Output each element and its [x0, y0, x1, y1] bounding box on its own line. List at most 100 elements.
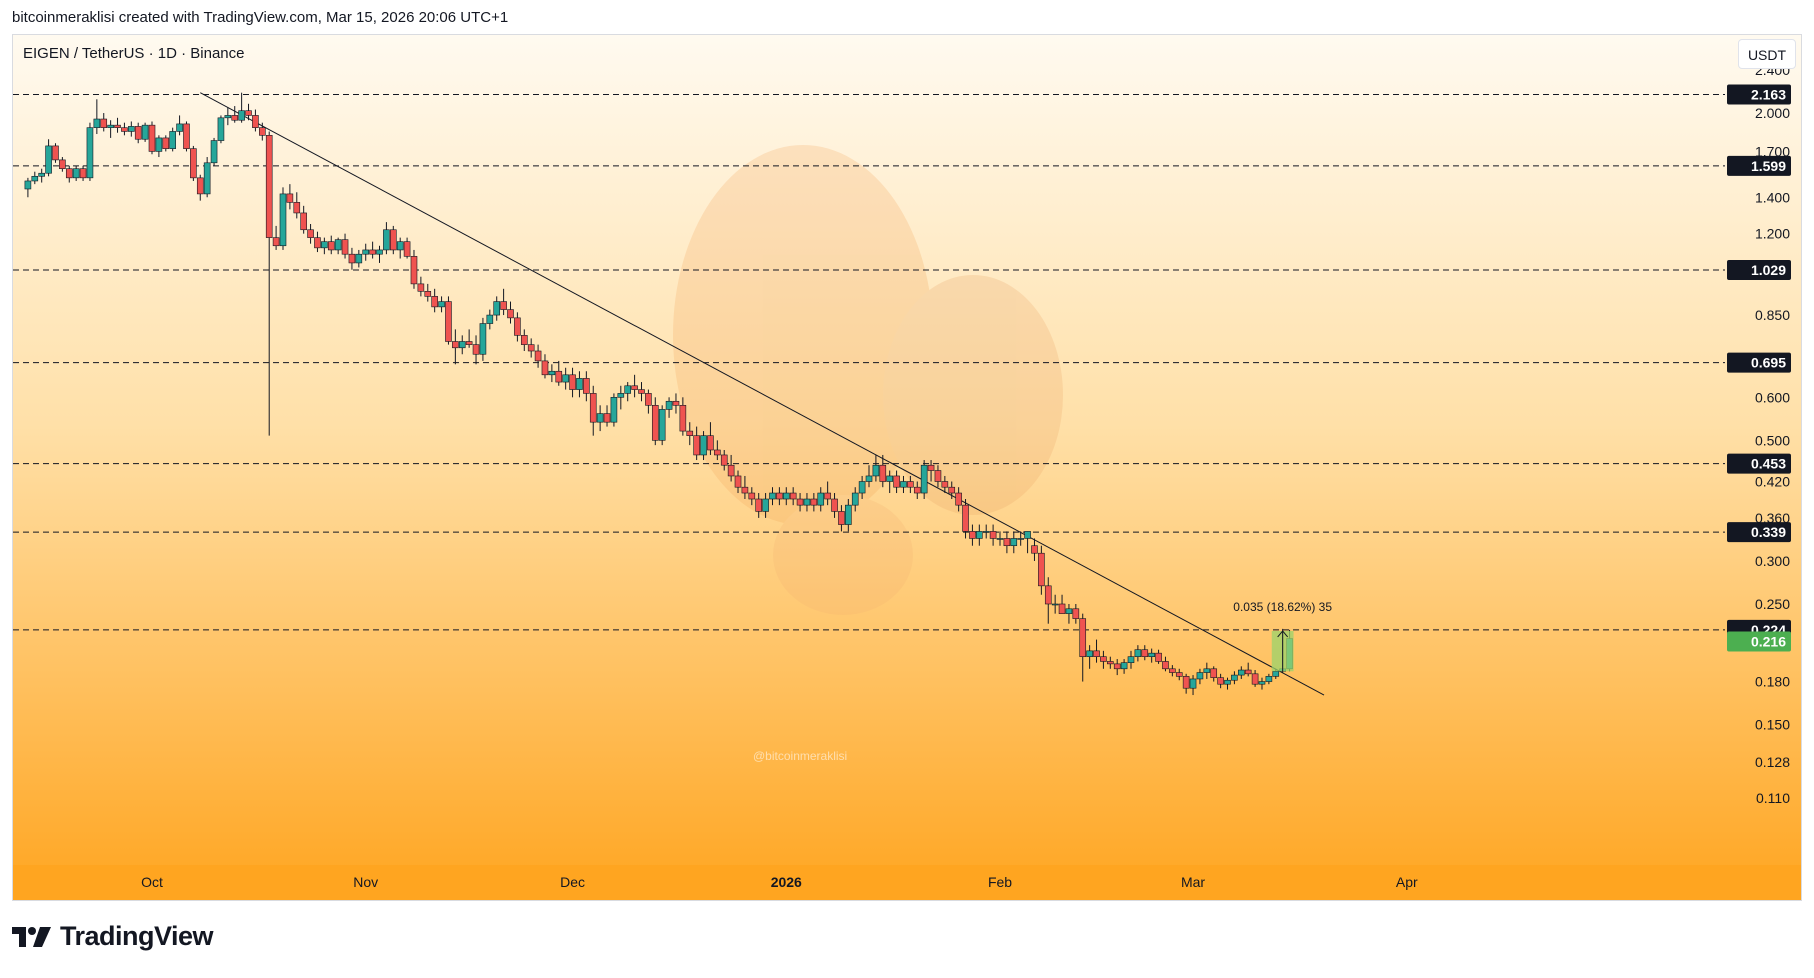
candle-body[interactable]: [203, 162, 211, 195]
candle-body[interactable]: [458, 341, 466, 349]
candle-body[interactable]: [479, 323, 487, 355]
candle-body[interactable]: [176, 123, 183, 132]
candle-body[interactable]: [1058, 603, 1066, 614]
candle-body[interactable]: [72, 168, 80, 179]
candle-body[interactable]: [776, 492, 783, 500]
candle-body[interactable]: [934, 470, 942, 482]
level-price-badge[interactable]: [1727, 453, 1791, 474]
candle-body[interactable]: [1079, 618, 1087, 657]
candle-body[interactable]: [831, 498, 838, 512]
candle-body[interactable]: [190, 148, 197, 179]
candle-body[interactable]: [527, 344, 535, 352]
candle-body[interactable]: [941, 481, 949, 488]
tradingview-logo[interactable]: TradingView: [12, 921, 214, 952]
candle-body[interactable]: [121, 127, 128, 132]
candle-body[interactable]: [920, 464, 928, 494]
candle-body[interactable]: [845, 504, 852, 525]
candle-body[interactable]: [824, 492, 831, 500]
candle-body[interactable]: [741, 486, 749, 494]
candle-body[interactable]: [100, 118, 108, 128]
candle-body[interactable]: [1051, 603, 1059, 606]
candle-body[interactable]: [955, 492, 962, 506]
candle-body[interactable]: [1189, 678, 1197, 689]
candle-body[interactable]: [900, 481, 907, 488]
candle-body[interactable]: [1141, 649, 1149, 657]
candle-body[interactable]: [1148, 652, 1155, 657]
candle-body[interactable]: [576, 378, 583, 390]
candle-body[interactable]: [624, 385, 632, 394]
candle-body[interactable]: [817, 492, 825, 506]
candle-body[interactable]: [707, 435, 714, 451]
candle-body[interactable]: [1031, 545, 1038, 554]
candle-body[interactable]: [1224, 679, 1231, 685]
candle-body[interactable]: [1244, 669, 1252, 675]
candle-body[interactable]: [355, 253, 363, 264]
candle-body[interactable]: [700, 435, 707, 456]
candle-body[interactable]: [1113, 663, 1121, 670]
candle-body[interactable]: [45, 145, 52, 174]
candle-body[interactable]: [169, 131, 176, 149]
candle-body[interactable]: [417, 283, 425, 292]
candle-body[interactable]: [410, 256, 418, 285]
candle-body[interactable]: [617, 393, 625, 398]
candle-body[interactable]: [383, 229, 390, 251]
candle-body[interactable]: [665, 400, 673, 410]
level-price-badge[interactable]: [1727, 522, 1791, 543]
candle-body[interactable]: [348, 253, 356, 264]
candle-body[interactable]: [376, 249, 383, 255]
candle-body[interactable]: [59, 159, 66, 169]
candle-body[interactable]: [658, 409, 666, 441]
candle-body[interactable]: [789, 492, 797, 500]
candle-body[interactable]: [452, 341, 459, 349]
candle-body[interactable]: [486, 314, 494, 324]
candle-body[interactable]: [341, 239, 349, 255]
candle-body[interactable]: [1182, 676, 1190, 689]
candle-body[interactable]: [514, 317, 521, 336]
candle-body[interactable]: [755, 498, 762, 512]
candle-body[interactable]: [107, 124, 114, 128]
candle-body[interactable]: [1258, 681, 1266, 685]
candle-body[interactable]: [93, 118, 101, 128]
candle-body[interactable]: [369, 249, 376, 255]
candle-body[interactable]: [858, 481, 866, 494]
candle-body[interactable]: [472, 344, 480, 355]
candle-body[interactable]: [762, 498, 769, 512]
candle-body[interactable]: [907, 481, 914, 488]
candle-body[interactable]: [1217, 677, 1224, 685]
candle-body[interactable]: [162, 137, 170, 149]
candle-body[interactable]: [1251, 673, 1259, 685]
candle-body[interactable]: [114, 124, 121, 128]
candle-body[interactable]: [927, 464, 935, 471]
candle-body[interactable]: [962, 504, 969, 532]
candle-body[interactable]: [851, 492, 859, 506]
candle-body[interactable]: [293, 202, 301, 214]
candle-body[interactable]: [879, 464, 887, 482]
candle-body[interactable]: [1044, 585, 1052, 605]
candle-body[interactable]: [52, 145, 59, 161]
candle-body[interactable]: [265, 135, 273, 238]
candle-body[interactable]: [279, 193, 287, 247]
candle-body[interactable]: [803, 498, 811, 506]
candle-body[interactable]: [1003, 538, 1011, 547]
candle-body[interactable]: [424, 291, 432, 297]
candle-body[interactable]: [396, 241, 404, 251]
candle-body[interactable]: [286, 193, 294, 203]
candle-body[interactable]: [893, 475, 900, 488]
candle-body[interactable]: [148, 124, 156, 152]
candle-body[interactable]: [679, 405, 687, 432]
candle-body[interactable]: [403, 241, 411, 257]
candle-body[interactable]: [651, 405, 659, 441]
candle-body[interactable]: [334, 239, 342, 251]
candle-body[interactable]: [128, 126, 135, 132]
candle-body[interactable]: [520, 335, 528, 345]
candle-body[interactable]: [1065, 608, 1073, 614]
candle-body[interactable]: [720, 454, 728, 466]
candle-body[interactable]: [989, 531, 997, 539]
candle-body[interactable]: [748, 492, 756, 500]
candle-body[interactable]: [583, 378, 590, 394]
candle-body[interactable]: [886, 475, 893, 482]
candle-body[interactable]: [1017, 538, 1024, 540]
candle-body[interactable]: [1169, 668, 1176, 673]
trendline[interactable]: [200, 92, 1325, 696]
candle-body[interactable]: [555, 370, 563, 383]
